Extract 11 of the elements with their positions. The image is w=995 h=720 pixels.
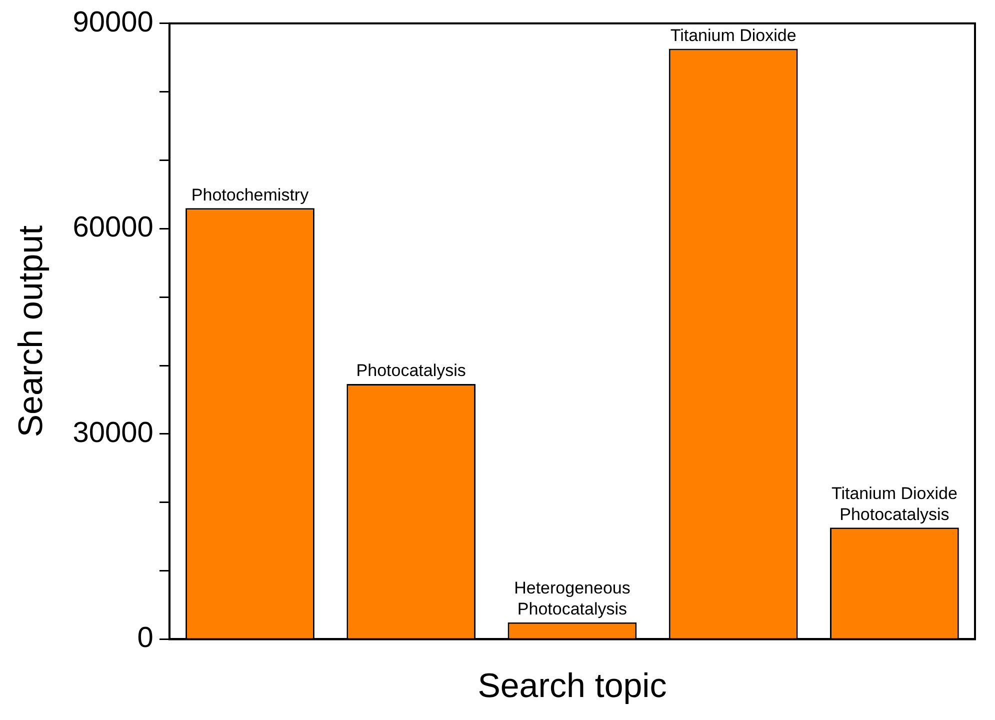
y-tick-label: 90000 [72, 6, 154, 38]
x-tick-label: Photocatalysis [356, 361, 466, 380]
y-tick-label: 0 [137, 622, 154, 654]
y-axis-title: Search output [12, 224, 50, 438]
x-tick-label: Photochemistry [191, 185, 310, 204]
x-tick-label: Heterogeneous Photocatalysis [514, 578, 630, 619]
x-axis-title: Search topic [478, 666, 667, 705]
x-tick-label: Titanium Dioxide Photocatalysis [831, 484, 958, 524]
x-tick-label: Titanium Dioxide [670, 26, 796, 45]
y-tick-label: 30000 [72, 416, 154, 449]
y-tick-label: 60000 [72, 212, 154, 244]
